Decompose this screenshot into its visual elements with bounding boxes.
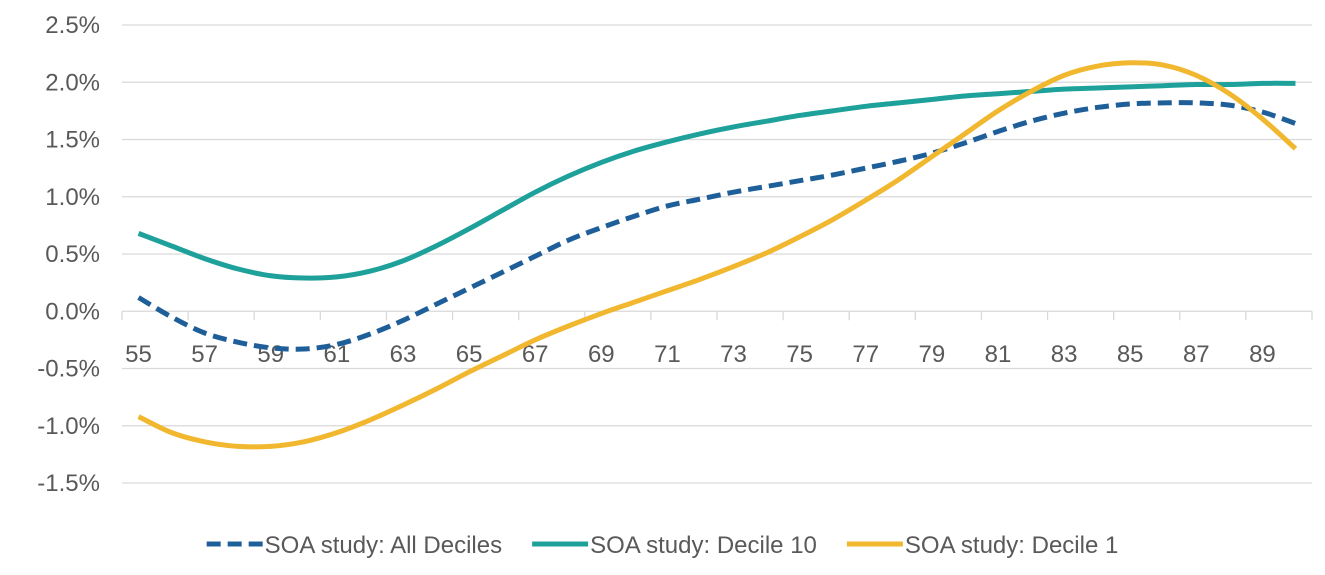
x-tick-label: 73 [720, 341, 747, 368]
x-tick-label: 75 [786, 341, 813, 368]
y-axis-tick-labels: 2.5% 2.0% 1.5% 1.0% 0.5% 0.0% -0.5% -1.0% -1.5% [37, 12, 100, 497]
legend-item: SOA study: Decile 1 [846, 532, 1118, 559]
y-tick-label: 0.5% [45, 241, 100, 268]
grid [121, 24, 1313, 484]
y-tick-label: -0.5% [37, 356, 100, 383]
y-tick-label: -1.5% [37, 470, 100, 497]
series-lines [137, 60, 1298, 450]
legend-label: SOA study: Decile 10 [590, 532, 817, 559]
x-tick-label: 65 [456, 341, 483, 368]
series-line-soa-study-decile-1 [137, 60, 1298, 450]
y-tick-label: 1.0% [45, 184, 100, 211]
x-tick-label: 83 [1051, 341, 1078, 368]
x-tick-label: 69 [588, 341, 615, 368]
legend-item: SOA study: All Deciles [206, 532, 502, 559]
x-tick-label: 89 [1249, 341, 1276, 368]
x-tick-label: 71 [654, 341, 681, 368]
legend-label: SOA study: Decile 1 [905, 532, 1118, 559]
y-tick-label: -1.0% [37, 413, 100, 440]
y-tick-label: 0.0% [45, 298, 100, 325]
x-tick-label: 79 [919, 341, 946, 368]
y-tick-label: 2.5% [45, 12, 100, 39]
x-tick-label: 87 [1183, 341, 1210, 368]
series-line-soa-study-all-deciles [137, 100, 1297, 352]
series-line-soa-study-decile-10 [137, 80, 1296, 281]
x-axis-tick-labels: 55 57 59 61 63 65 67 69 71 73 75 77 79 81 83 85 87 89 [125, 341, 1276, 368]
x-tick-label: 81 [985, 341, 1012, 368]
x-tick-label: 77 [852, 341, 879, 368]
x-tick-label: 63 [390, 341, 417, 368]
legend: SOA study: All Deciles SOA study: Decile … [206, 532, 1118, 559]
y-tick-label: 1.5% [45, 127, 100, 154]
x-tick-label: 55 [125, 341, 152, 368]
y-tick-label: 2.0% [45, 69, 100, 96]
x-tick-label: 57 [191, 341, 218, 368]
legend-label: SOA study: All Deciles [265, 532, 502, 559]
legend-item: SOA study: Decile 10 [532, 532, 817, 559]
x-tick-label: 85 [1117, 341, 1144, 368]
